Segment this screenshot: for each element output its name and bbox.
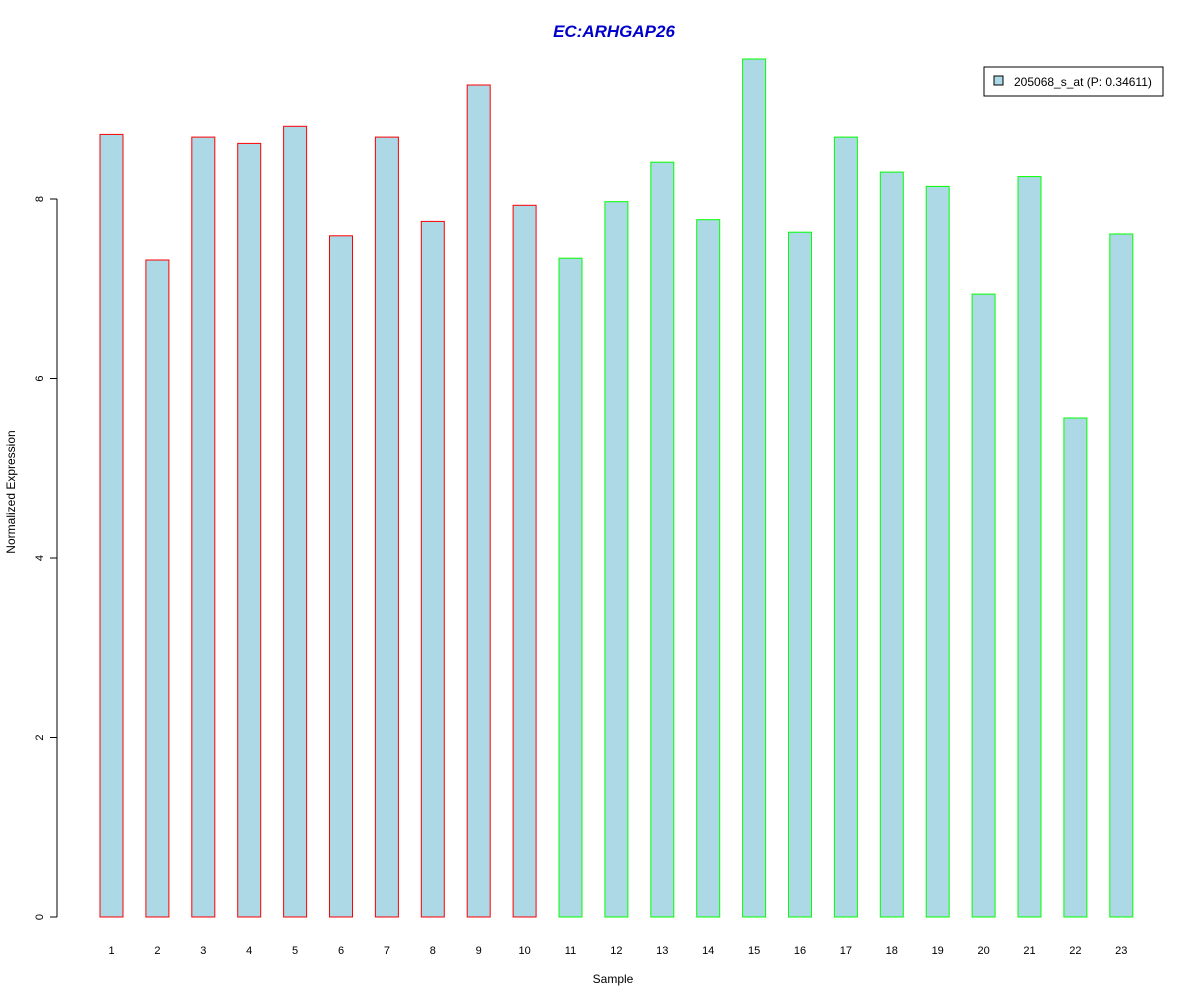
x-tick-label: 22 [1069, 945, 1081, 957]
x-tick-labels: 1 2 3 4 5 6 7 8 9 10 11 12 13 14 15 16 17 18 19 20 21 22 23 [108, 945, 1127, 957]
y-tick-label: 2 [34, 734, 46, 740]
x-tick-label: 23 [1115, 945, 1127, 957]
x-tick-label: 16 [794, 945, 806, 957]
x-tick-label: 5 [292, 945, 298, 957]
x-tick-label: 13 [656, 945, 668, 957]
x-tick-label: 6 [338, 945, 344, 957]
bar-sample-22 [1063, 417, 1088, 918]
bar-sample-21 [1017, 176, 1042, 918]
bar-sample-17 [833, 136, 858, 918]
bar-sample-11 [558, 257, 583, 918]
bar-sample-5 [283, 125, 308, 918]
bar-sample-8 [420, 220, 445, 918]
y-axis-label: Normalized Expression [4, 430, 18, 553]
x-tick-label: 17 [840, 945, 852, 957]
x-tick-label: 1 [108, 945, 114, 957]
y-tick-label: 6 [34, 375, 46, 381]
legend-box [983, 66, 1164, 97]
bar-sample-10 [512, 204, 537, 918]
legend-swatch [993, 75, 1004, 86]
x-tick-label: 7 [384, 945, 390, 957]
bars-group [99, 58, 1134, 918]
bar-sample-15 [742, 58, 767, 918]
x-tick-label: 10 [518, 945, 530, 957]
y-tick-label: 8 [34, 196, 46, 202]
x-tick-label: 2 [154, 945, 160, 957]
x-tick-label: 19 [932, 945, 944, 957]
bar-sample-16 [788, 231, 812, 918]
y-tick-label: 4 [34, 555, 46, 561]
x-tick-label: 3 [200, 945, 206, 957]
bar-sample-13 [650, 161, 675, 918]
chart-title: EC:ARHGAP26 [553, 22, 675, 41]
bar-sample-6 [329, 235, 353, 918]
legend: 205068_s_at (P: 0.34611) [983, 66, 1164, 97]
bar-sample-20 [971, 293, 996, 918]
y-tick-label: 0 [34, 914, 46, 920]
bar-sample-19 [925, 185, 950, 918]
x-tick-label: 8 [430, 945, 436, 957]
bar-sample-7 [374, 136, 399, 918]
bar-sample-2 [145, 259, 170, 918]
x-tick-label: 11 [565, 945, 576, 957]
x-axis-label: Sample [593, 972, 634, 986]
x-tick-label: 15 [748, 945, 760, 957]
y-axis: 0 2 4 6 8 [34, 196, 58, 920]
bar-sample-23 [1109, 233, 1134, 918]
x-tick-label: 14 [702, 945, 714, 957]
bar-sample-14 [696, 219, 721, 918]
x-tick-label: 20 [977, 945, 989, 957]
x-tick-label: 18 [886, 945, 898, 957]
bar-sample-4 [237, 142, 262, 918]
bar-sample-1 [99, 133, 124, 918]
bar-sample-3 [191, 136, 216, 918]
x-tick-label: 4 [246, 945, 252, 957]
x-tick-label: 9 [476, 945, 482, 957]
x-tick-label: 21 [1023, 945, 1035, 957]
legend-entry: 205068_s_at (P: 0.34611) [1014, 75, 1152, 89]
bar-sample-12 [604, 201, 629, 918]
x-tick-label: 12 [610, 945, 622, 957]
bar-sample-9 [466, 84, 491, 918]
bar-sample-18 [879, 171, 904, 918]
